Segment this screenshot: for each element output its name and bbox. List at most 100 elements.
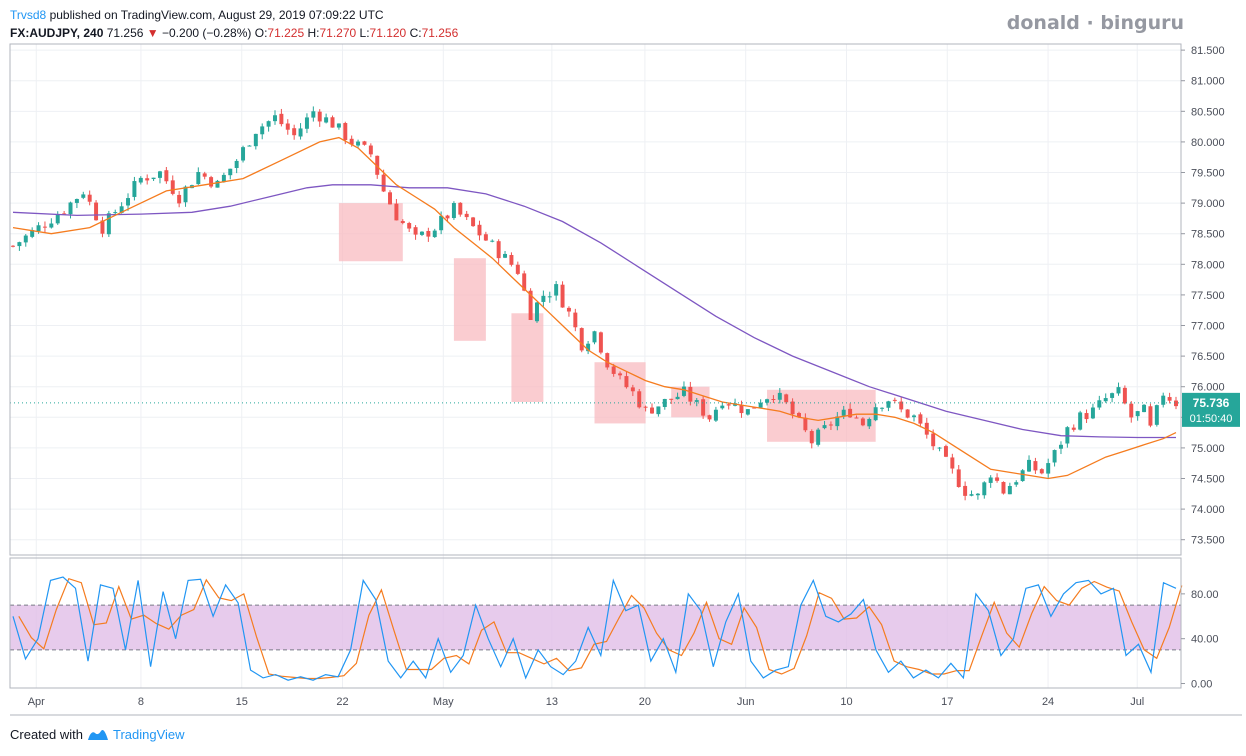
time-tick-label: 10 [840,696,852,708]
candle-body [765,399,770,403]
candle-body [796,412,801,418]
price-tick-label: 74.000 [1191,504,1225,516]
candle-body [963,485,968,496]
candle-body [809,431,814,444]
publish-line: Trvsd8 published on TradingView.com, Aug… [10,8,384,22]
candle-body [835,416,840,427]
ohlc-open-label: O: [254,26,268,40]
candle-body [81,194,86,198]
candle-body [298,128,303,137]
countdown-label: 01:50:40 [1190,413,1233,425]
candle-body [87,194,92,202]
candle-body [119,206,124,213]
candle-body [343,123,348,141]
candle-body [209,177,214,187]
author-link[interactable]: Trvsd8 [10,8,47,22]
time-tick-label: Jul [1130,696,1144,708]
candle-body [854,417,859,419]
candle-body [566,307,571,312]
candle-body [573,312,578,328]
candle-body [662,398,667,407]
price-tick-label: 78.000 [1191,259,1225,271]
candle-body [483,234,488,241]
candle-body [451,203,456,219]
candle-body [758,402,763,408]
candle-body [330,117,335,128]
candle-body [11,245,15,247]
candle-body [260,126,265,135]
candle-body [68,202,73,215]
candle-body [592,331,597,343]
candle-body [720,405,725,409]
candle-body [266,121,271,127]
price-tick-label: 77.000 [1191,321,1225,333]
down-arrow-icon: ▼ [146,26,159,40]
candle-body [490,240,495,242]
candle-body [1142,404,1147,413]
time-tick-label: Jun [737,696,755,708]
candle-body [170,180,175,194]
candle-body [279,113,284,125]
candle-body [432,230,437,238]
candle-body [1174,400,1178,407]
grid-lines [10,44,1181,688]
chart-frame [9,43,1242,716]
candle-body [528,290,533,320]
candle-body [950,457,955,469]
price-chart[interactable]: 81.500 81.000 80.500 80.000 79.500 79.000 78.5… [0,0,1246,720]
candle-body [1084,413,1089,420]
candle-body [886,401,891,408]
candle-body [1046,463,1051,474]
candle-body [394,203,399,221]
candle-body [841,409,846,416]
symbol-label: FX:AUDJPY, 240 [10,26,104,40]
tradingview-link[interactable]: TradingView [112,727,185,742]
candle-body [956,469,961,487]
candlesticks [11,106,1178,501]
candle-body [848,408,853,418]
price-tick-label: 80.000 [1191,137,1225,149]
candle-body [586,343,591,352]
symbol-line: FX:AUDJPY, 240 71.256 ▼ −0.200 (−0.28%) … [10,26,458,40]
price-tick-label: 76.000 [1191,382,1225,394]
candle-body [17,242,22,247]
time-tick-label: 17 [941,696,953,708]
candle-body [157,171,162,178]
candle-body [535,302,539,322]
candle-body [784,394,789,403]
tradingview-logo-icon [87,729,108,740]
candle-body [426,230,431,237]
stoch-tick-label: 40.00 [1191,634,1219,646]
candle-body [419,231,424,235]
candle-body [221,174,226,183]
candle-body [400,221,405,224]
candle-body [407,223,412,229]
candle-body [55,214,60,224]
candle-body [368,145,373,155]
last-price: 71.256 [106,26,144,40]
candle-body [1148,406,1153,426]
ohlc-close-value: 71.256 [421,26,459,40]
candle-body [515,264,520,274]
candle-body [745,409,750,415]
candle-body [273,115,277,122]
candle-body [1090,407,1095,419]
candle-body [311,111,316,118]
candle-body [707,415,712,420]
axes: 81.500 81.000 80.500 80.000 79.500 79.000 78.5… [28,45,1240,708]
candle-body [618,373,623,376]
time-tick-label: 24 [1042,696,1054,708]
candle-body [860,418,865,426]
candle-body [554,284,559,296]
candle-body [643,406,648,408]
time-tick-label: 15 [236,696,248,708]
candle-body [458,202,463,215]
candle-body [1161,395,1166,405]
time-tick-label: May [433,696,454,708]
time-tick-label: 20 [639,696,651,708]
candle-body [356,141,361,146]
candle-body [1020,470,1025,482]
brand-watermark: donald · binguru [1006,12,1184,34]
candle-body [503,253,508,258]
candle-body [1007,485,1012,495]
